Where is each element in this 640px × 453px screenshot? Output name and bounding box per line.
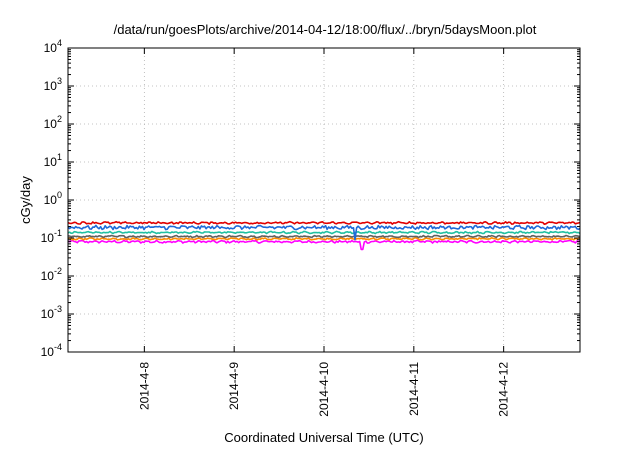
series-line [67,236,581,241]
series-line [67,220,581,225]
x-axis-title: Coordinated Universal Time (UTC) [224,430,423,445]
series-line [67,230,581,235]
x-axis: 2014-4-8 2014-4-9 2014-4-10 2014-4-11 2014-4… [137,48,511,417]
grid-layer [68,48,580,352]
series-line [67,224,581,241]
y-tick-label: 10-3 [41,304,62,321]
y-tick-label: 101 [44,152,62,169]
y-tick-label: 100 [44,190,62,207]
chart-title: /data/run/goesPlots/archive/2014-04-12/1… [114,22,537,37]
y-tick-label: 10-2 [41,266,62,283]
x-tick-label: 2014-4-11 [407,362,421,416]
y-tick-label: 102 [44,114,62,131]
y-axis-title: cGy/day [18,176,33,224]
y-tick-label: 10-1 [41,228,62,245]
series-line [67,239,581,251]
y-tick-label: 10-4 [41,342,62,359]
y-tick-label: 103 [44,76,62,93]
x-tick-label: 2014-4-8 [137,362,151,410]
series-layer [67,220,581,251]
y-axis: 10-4 10-3 10-2 10-1 100 101 102 103 104 [41,38,580,359]
x-tick-label: 2014-4-12 [497,362,511,417]
x-tick-label: 2014-4-10 [317,362,331,417]
x-tick-label: 2014-4-9 [227,362,241,410]
series-line [67,234,581,239]
y-tick-label: 104 [44,38,62,55]
